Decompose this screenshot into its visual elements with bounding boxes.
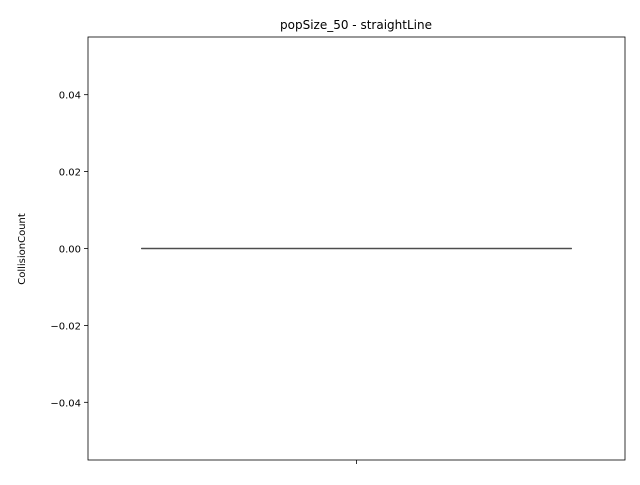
chart-title: popSize_50 - straightLine (280, 18, 432, 32)
y-tick-label: −0.04 (50, 398, 81, 409)
y-tick-label: 0.04 (59, 91, 81, 102)
y-tick-label: 0.02 (59, 168, 81, 179)
y-axis-label: CollisionCount (17, 213, 28, 285)
y-tick-label: −0.02 (50, 321, 81, 332)
y-tick-label: 0.00 (59, 245, 81, 256)
